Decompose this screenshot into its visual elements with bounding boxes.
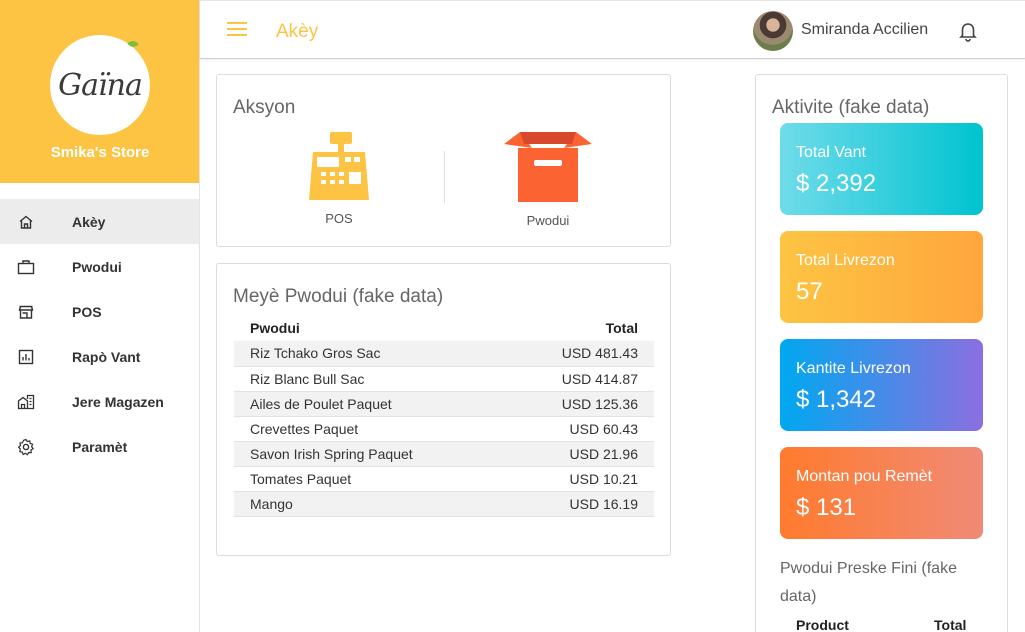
- bell-icon[interactable]: [958, 20, 978, 42]
- actions-card: Aksyon POS Pwodui: [216, 74, 671, 247]
- brand-panel: Gaïna Smika's Store: [0, 0, 199, 183]
- home-icon: [16, 212, 36, 232]
- store-logo[interactable]: Gaïna: [50, 35, 150, 135]
- sidebar-item-jere-magazen[interactable]: Jere Magazen: [0, 379, 199, 424]
- stat-label: Montan pou Remèt: [796, 468, 933, 485]
- sidebar-item-label: Rapò Vant: [72, 348, 141, 365]
- top-products-table: Pwodui Total Riz Tchako Gros Sac USD 481.…: [234, 315, 654, 517]
- sidebar-item-pos[interactable]: POS: [0, 289, 199, 334]
- column-header: Pwodui: [250, 320, 300, 336]
- briefcase-icon: [16, 257, 36, 277]
- top-products-title: Meyè Pwodui (fake data): [233, 286, 444, 307]
- product-total: USD 21.96: [510, 441, 654, 467]
- top-products-card: Meyè Pwodui (fake data) Pwodui Total Riz…: [216, 263, 671, 556]
- column-header: Product: [796, 617, 849, 632]
- hamburger-menu-icon[interactable]: [227, 22, 247, 38]
- products-action-label: Pwodui: [526, 213, 570, 228]
- gear-icon: [16, 437, 36, 457]
- sidebar-item-pwodui[interactable]: Pwodui: [0, 244, 199, 289]
- sidebar-item-label: POS: [72, 303, 102, 320]
- logo-text: Gaïna: [58, 67, 143, 103]
- report-icon: [16, 347, 36, 367]
- table-row[interactable]: Riz Tchako Gros Sac USD 481.43: [234, 341, 654, 367]
- stat-label: Total Livrezon: [796, 252, 895, 269]
- sidebar-item-label: Paramèt: [72, 438, 128, 455]
- product-name: Tomates Paquet: [234, 466, 511, 492]
- stat-total-sales[interactable]: Total Vant $ 2,392: [780, 123, 983, 215]
- product-name: Crevettes Paquet: [234, 416, 511, 442]
- stat-delivery-amount[interactable]: Kantite Livrezon $ 1,342: [780, 339, 983, 431]
- pos-action-button[interactable]: POS: [289, 130, 389, 226]
- stat-value: $ 2,392: [796, 170, 877, 197]
- activity-card: Aktivite (fake data) Total Vant $ 2,392 …: [755, 74, 1008, 632]
- column-header: Total: [934, 617, 967, 632]
- products-action-button[interactable]: Pwodui: [498, 130, 598, 228]
- pos-action-label: POS: [325, 211, 353, 226]
- product-total: USD 125.36: [510, 391, 654, 417]
- sidebar-nav: Akèy Pwodui POS Rapò Vant Jere Magazen: [0, 199, 199, 469]
- product-total: USD 414.87: [510, 366, 654, 392]
- table-row[interactable]: Riz Blanc Bull Sac USD 414.87: [234, 366, 654, 392]
- top-header: Akèy Smiranda Accilien: [200, 0, 1025, 59]
- low-stock-title: Pwodui Preske Fini (fake data): [780, 560, 957, 605]
- sidebar-item-label: Pwodui: [72, 258, 122, 275]
- sidebar-item-label: Jere Magazen: [72, 393, 164, 410]
- product-total: USD 60.43: [510, 416, 654, 442]
- stat-value: 57: [796, 278, 823, 305]
- product-name: Riz Blanc Bull Sac: [234, 366, 511, 392]
- table-row[interactable]: Savon Irish Spring Paquet USD 21.96: [234, 441, 654, 467]
- divider: [444, 151, 445, 203]
- column-header: Total: [605, 320, 638, 336]
- table-row[interactable]: Tomates Paquet USD 10.21: [234, 466, 654, 492]
- sidebar-item-akey[interactable]: Akèy: [0, 199, 199, 244]
- table-header-row: Pwodui Total: [234, 315, 654, 341]
- sidebar: Gaïna Smika's Store Akèy Pwodui POS: [0, 0, 200, 632]
- sidebar-item-paramet[interactable]: Paramèt: [0, 424, 199, 469]
- leaf-icon: [127, 39, 139, 49]
- product-name: Riz Tchako Gros Sac: [234, 341, 511, 367]
- product-name: Savon Irish Spring Paquet: [234, 441, 511, 467]
- stat-label: Kantite Livrezon: [796, 360, 911, 377]
- page-title: Akèy: [276, 21, 319, 42]
- store-name: Smika's Store: [50, 144, 150, 161]
- sidebar-item-rapo-vant[interactable]: Rapò Vant: [0, 334, 199, 379]
- stat-label: Total Vant: [796, 144, 866, 161]
- product-total: USD 481.43: [510, 341, 654, 367]
- product-total: USD 10.21: [510, 466, 654, 492]
- product-name: Mango: [234, 491, 511, 517]
- stat-value: $ 1,342: [796, 386, 877, 413]
- box-icon: [504, 132, 592, 202]
- cash-register-icon: [309, 132, 369, 200]
- avatar[interactable]: [753, 11, 793, 51]
- activity-title: Aktivite (fake data): [772, 97, 930, 118]
- sidebar-item-label: Akèy: [72, 213, 106, 230]
- user-name[interactable]: Smiranda Accilien: [801, 21, 929, 38]
- table-row[interactable]: Crevettes Paquet USD 60.43: [234, 416, 654, 442]
- stat-total-deliveries[interactable]: Total Livrezon 57: [780, 231, 983, 323]
- actions-title: Aksyon: [233, 97, 296, 118]
- product-total: USD 16.19: [510, 491, 654, 517]
- product-name: Ailes de Poulet Paquet: [234, 391, 511, 417]
- stat-amount-to-remit[interactable]: Montan pou Remèt $ 131: [780, 447, 983, 539]
- table-row[interactable]: Ailes de Poulet Paquet USD 125.36: [234, 391, 654, 417]
- table-row[interactable]: Mango USD 16.19: [234, 491, 654, 517]
- buildings-icon: [16, 392, 36, 412]
- stat-value: $ 131: [796, 494, 857, 521]
- store-icon: [16, 302, 36, 322]
